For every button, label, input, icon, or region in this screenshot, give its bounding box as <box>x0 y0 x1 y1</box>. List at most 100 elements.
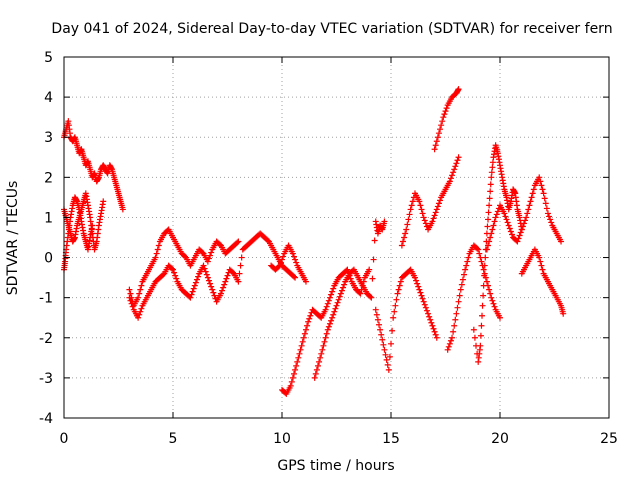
data-point <box>479 302 486 309</box>
data-point <box>507 228 514 235</box>
data-point <box>126 294 133 301</box>
data-point <box>421 301 428 308</box>
data-point <box>414 280 421 287</box>
data-point <box>487 290 494 297</box>
data-point <box>487 234 494 241</box>
data-point <box>419 295 426 302</box>
data-point <box>488 169 495 176</box>
data-point <box>136 290 143 297</box>
data-point <box>340 284 347 291</box>
data-point <box>538 182 545 189</box>
data-point <box>477 332 484 339</box>
data-point <box>290 253 297 260</box>
data-point <box>199 249 206 256</box>
data-point <box>413 277 420 284</box>
data-point <box>481 272 488 279</box>
y-tick-label: 3 <box>44 130 53 146</box>
data-point <box>462 266 469 273</box>
data-point <box>333 302 340 309</box>
data-point <box>452 316 459 323</box>
data-point <box>127 297 134 304</box>
data-point <box>290 273 297 280</box>
data-point <box>529 190 536 197</box>
data-point <box>276 262 283 269</box>
data-point <box>506 225 513 232</box>
data-point <box>155 242 162 249</box>
data-point <box>209 286 216 293</box>
data-point <box>129 303 136 310</box>
data-point <box>326 294 333 301</box>
data-point <box>298 342 305 349</box>
y-tick-labels: -4 -3 -2 -1 0 1 2 3 4 5 <box>39 50 53 427</box>
data-point <box>403 226 410 233</box>
data-point <box>457 286 464 293</box>
data-point <box>487 188 494 195</box>
data-point <box>492 214 499 221</box>
data-point <box>385 366 392 373</box>
data-point <box>455 298 462 305</box>
data-point <box>428 319 435 326</box>
data-point <box>381 218 388 225</box>
data-point <box>417 202 424 209</box>
data-point <box>478 322 485 329</box>
data-point <box>503 216 510 223</box>
data-point <box>454 304 461 311</box>
data-point <box>235 278 242 285</box>
y-tick-label: -4 <box>39 411 53 427</box>
data-point <box>335 296 342 303</box>
data-point <box>540 190 547 197</box>
data-point <box>405 216 412 223</box>
data-point <box>173 275 180 282</box>
data-point <box>478 258 485 265</box>
data-point <box>292 256 299 263</box>
data-point <box>443 105 450 112</box>
data-point <box>331 308 338 315</box>
data-point <box>480 282 487 289</box>
y-tick-label: 2 <box>44 170 53 186</box>
data-point <box>488 294 495 301</box>
data-point <box>508 231 515 238</box>
data-point <box>444 346 451 353</box>
data-point <box>537 178 544 185</box>
data-point <box>395 286 402 293</box>
data-point <box>439 118 446 125</box>
data-point <box>393 296 400 303</box>
data-point <box>299 338 306 345</box>
data-point <box>433 138 440 145</box>
data-point <box>357 290 364 297</box>
data-point <box>221 281 228 288</box>
data-point <box>347 275 354 282</box>
data-point <box>450 169 457 176</box>
data-point <box>522 217 529 224</box>
data-point <box>432 209 439 216</box>
data-point <box>471 334 478 341</box>
data-point <box>437 197 444 204</box>
data-point <box>152 254 159 261</box>
data-point <box>275 263 282 270</box>
data-point <box>396 282 403 289</box>
data-point <box>431 212 438 219</box>
data-point <box>384 361 391 368</box>
data-point <box>170 266 176 273</box>
data-point <box>430 215 437 222</box>
data-point <box>489 159 496 166</box>
data-point <box>279 256 285 263</box>
data-point <box>479 312 486 319</box>
data-point <box>416 286 423 293</box>
data-point <box>420 214 427 221</box>
data-point <box>316 358 323 365</box>
data-point <box>429 322 436 329</box>
data-points <box>61 86 567 397</box>
data-point <box>432 142 439 149</box>
data-point <box>486 195 493 202</box>
data-point <box>341 281 348 288</box>
data-point <box>371 237 378 244</box>
data-point <box>135 294 142 301</box>
data-point <box>415 283 422 290</box>
data-point <box>389 327 396 334</box>
data-point <box>217 290 224 297</box>
data-point <box>461 271 468 278</box>
data-point <box>205 277 212 284</box>
data-point <box>451 166 458 173</box>
data-point <box>328 317 335 324</box>
